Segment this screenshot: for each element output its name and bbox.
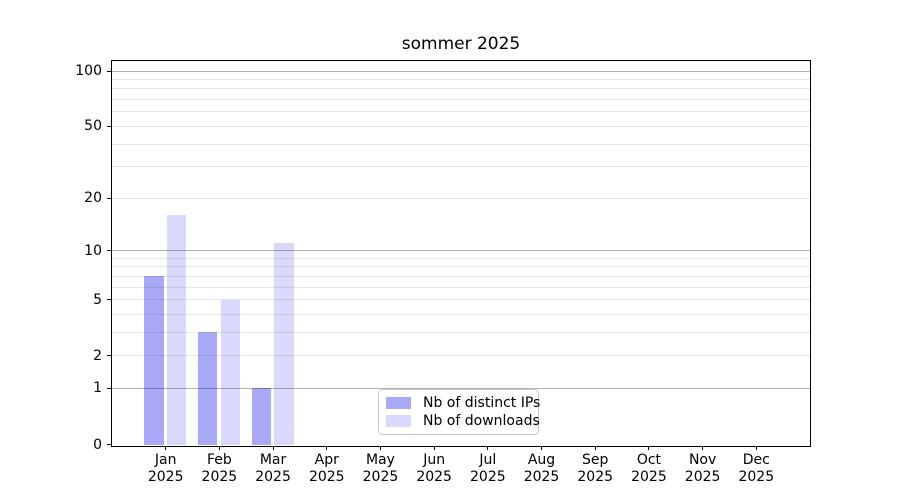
bar-nb-of-distinct-ips-jan <box>144 276 164 445</box>
gridline-minor-80 <box>112 88 810 90</box>
x-tick-oct <box>648 446 650 450</box>
gridline-minor-50 <box>112 125 810 127</box>
gridline-minor-4 <box>112 313 810 315</box>
y-tick-label-10: 10 <box>84 242 102 259</box>
y-tick-100 <box>107 70 112 72</box>
x-tick-label-nov: Nov 2025 <box>684 452 721 485</box>
x-tick-sep <box>594 446 596 450</box>
x-tick-feb <box>218 446 220 450</box>
y-tick-label-0: 0 <box>93 436 102 453</box>
y-tick-0 <box>107 444 112 445</box>
x-tick-label-jul: Jul 2025 <box>470 452 506 485</box>
gridline-minor-3 <box>112 331 810 333</box>
x-tick-label-may: May 2025 <box>362 452 399 485</box>
x-tick-mar <box>272 446 274 450</box>
x-tick-label-oct: Oct 2025 <box>631 452 667 485</box>
legend-swatch-downloads <box>386 415 411 427</box>
bar-nb-of-distinct-ips-mar <box>251 388 272 445</box>
y-tick-2 <box>107 355 112 357</box>
gridline-minor-20 <box>112 197 810 199</box>
gridline-minor-7 <box>112 275 810 277</box>
chart-title: sommer 2025 <box>401 34 521 54</box>
y-tick-label-100: 100 <box>75 63 102 80</box>
gridline-minor-90 <box>112 79 810 81</box>
x-tick-nov <box>702 446 704 450</box>
y-tick-20 <box>107 197 112 199</box>
bar-nb-of-downloads-feb <box>220 299 241 445</box>
bar-nb-of-downloads-jan <box>166 215 187 445</box>
x-tick-label-aug: Aug 2025 <box>523 452 560 485</box>
gridline-minor-60 <box>112 111 810 113</box>
x-tick-label-apr: Apr 2025 <box>308 452 345 485</box>
y-tick-10 <box>107 250 112 251</box>
y-tick-label-2: 2 <box>93 347 102 364</box>
gridline-minor-40 <box>112 143 810 145</box>
y-tick-label-1: 1 <box>93 380 102 397</box>
bar-nb-of-downloads-mar <box>274 243 294 445</box>
gridline-major-100 <box>112 70 810 72</box>
legend-label-distinct-ips: Nb of distinct IPs <box>423 395 541 411</box>
gridline-minor-70 <box>112 99 810 101</box>
x-tick-label-jun: Jun 2025 <box>416 452 452 485</box>
legend-entry-downloads: Nb of downloads <box>386 413 540 429</box>
y-tick-5 <box>107 299 112 301</box>
gridline-minor-6 <box>112 286 810 288</box>
legend-swatch-distinct-ips <box>386 397 411 409</box>
x-tick-label-jan: Jan 2025 <box>147 452 184 485</box>
x-tick-apr <box>326 446 328 450</box>
x-tick-label-mar: Mar 2025 <box>255 452 291 485</box>
gridline-minor-30 <box>112 166 810 168</box>
gridline-minor-5 <box>112 299 810 301</box>
y-tick-50 <box>107 125 112 127</box>
x-tick-jul <box>487 446 489 450</box>
gridline-minor-2 <box>112 355 810 357</box>
x-tick-jun <box>433 446 435 450</box>
x-tick-label-dec: Dec 2025 <box>738 452 775 485</box>
gridline-major-10 <box>112 250 810 251</box>
legend-label-downloads: Nb of downloads <box>423 413 540 429</box>
y-tick-label-50: 50 <box>84 118 102 135</box>
y-tick-1 <box>107 387 112 389</box>
y-tick-label-5: 5 <box>93 291 102 308</box>
x-tick-label-feb: Feb 2025 <box>201 452 238 485</box>
y-tick-label-20: 20 <box>84 190 102 207</box>
gridline-minor-8 <box>112 266 810 268</box>
x-tick-jan <box>165 446 167 450</box>
chart-legend: Nb of distinct IPs Nb of downloads <box>378 389 540 435</box>
bar-nb-of-distinct-ips-feb <box>197 332 218 445</box>
x-tick-label-sep: Sep 2025 <box>577 452 614 485</box>
legend-entry-distinct-ips: Nb of distinct IPs <box>386 395 540 411</box>
x-tick-may <box>379 446 381 450</box>
x-tick-dec <box>755 446 757 450</box>
gridline-major-1 <box>112 387 810 389</box>
x-tick-aug <box>541 446 543 450</box>
gridline-minor-9 <box>112 257 810 259</box>
